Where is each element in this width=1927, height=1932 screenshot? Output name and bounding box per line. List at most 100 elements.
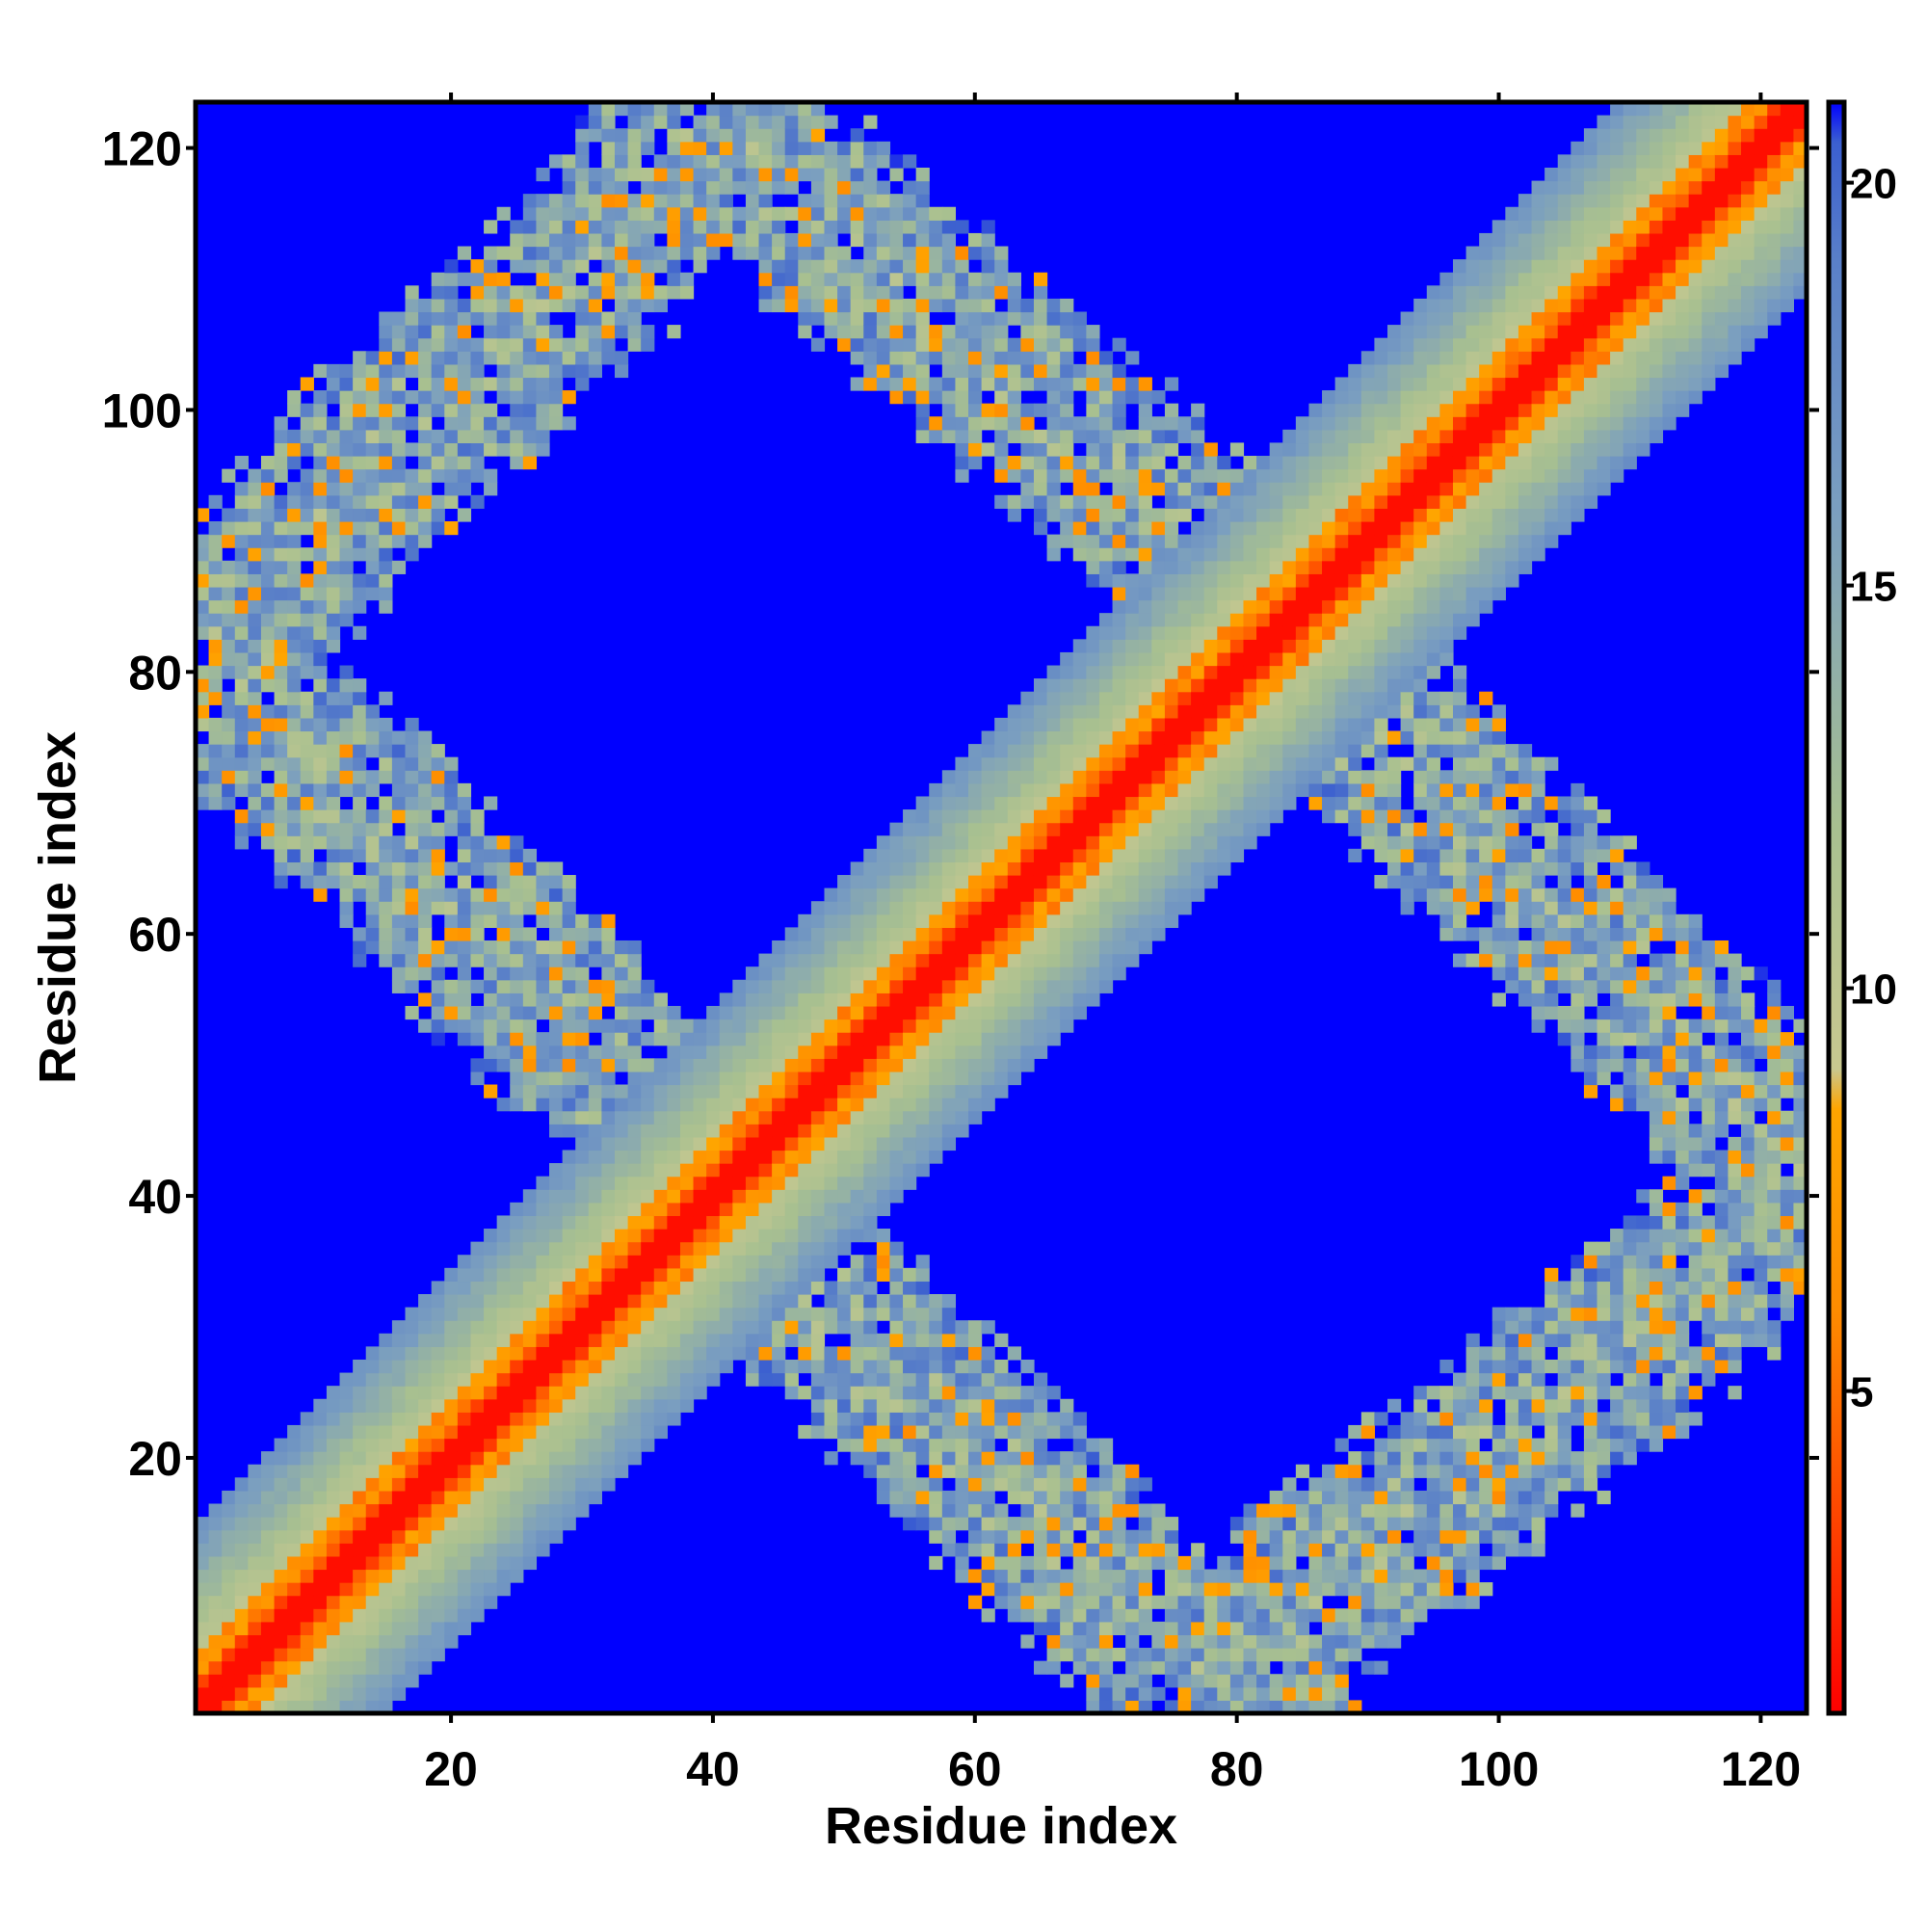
heatmap-cell <box>641 337 655 352</box>
heatmap-cell <box>562 901 576 915</box>
heatmap-cell <box>1191 482 1205 496</box>
heatmap-cell <box>1060 782 1074 798</box>
heatmap-cell <box>1020 311 1035 326</box>
heatmap-cell <box>405 351 419 365</box>
heatmap-cell <box>1151 573 1166 588</box>
heatmap-cell <box>614 141 629 155</box>
heatmap-cell <box>653 102 668 117</box>
heatmap-cell <box>929 1005 943 1020</box>
heatmap-cell <box>248 756 262 771</box>
heatmap-cell <box>510 1438 524 1452</box>
heatmap-cell <box>1020 1019 1035 1033</box>
heatmap-cell <box>1295 613 1310 627</box>
heatmap-cell <box>274 717 288 732</box>
heatmap-cell <box>1112 704 1126 719</box>
heatmap-cell <box>522 1267 538 1283</box>
heatmap-cell <box>981 809 995 824</box>
heatmap-cell <box>391 809 407 824</box>
heatmap-cell <box>968 1569 983 1583</box>
heatmap-cell <box>1177 613 1192 627</box>
heatmap-cell <box>431 1648 445 1662</box>
heatmap-cell <box>196 1569 210 1583</box>
heatmap-cell <box>208 520 223 536</box>
heatmap-cell <box>955 1110 969 1125</box>
heatmap-cell <box>1282 573 1297 588</box>
heatmap-cell <box>431 835 445 850</box>
heatmap-cell <box>1046 966 1061 981</box>
heatmap-cell <box>522 1438 538 1452</box>
heatmap-cell <box>196 678 210 693</box>
heatmap-cell <box>522 966 538 981</box>
heatmap-cell <box>784 1241 799 1256</box>
heatmap-cell <box>941 822 957 836</box>
heatmap-cell <box>601 1372 616 1387</box>
heatmap-cell <box>614 1281 629 1295</box>
heatmap-cell <box>850 337 864 352</box>
heatmap-cell <box>484 1582 498 1597</box>
heatmap-cell <box>667 1098 681 1112</box>
heatmap-cell <box>745 992 760 1007</box>
heatmap-cell <box>732 979 747 993</box>
heatmap-cell <box>274 704 288 719</box>
heatmap-cell <box>260 625 276 640</box>
heatmap-cell <box>287 1634 302 1649</box>
heatmap-cell <box>431 508 445 522</box>
heatmap-cell <box>693 1267 707 1283</box>
heatmap-cell <box>1046 665 1061 679</box>
heatmap-cell <box>1282 1569 1297 1583</box>
heatmap-cell <box>641 1032 655 1046</box>
heatmap-cell <box>1060 442 1074 457</box>
heatmap-cell <box>941 887 957 902</box>
heatmap-cell <box>824 1255 838 1269</box>
heatmap-cell <box>536 1255 550 1269</box>
heatmap-cell <box>549 1045 564 1059</box>
heatmap-cell <box>772 285 786 300</box>
heatmap-cell <box>313 547 328 562</box>
heatmap-cell <box>313 494 328 509</box>
heatmap-cell <box>260 560 276 574</box>
heatmap-cell <box>248 809 262 824</box>
heatmap-cell <box>588 1398 602 1413</box>
heatmap-cell <box>1060 861 1074 876</box>
heatmap-cell <box>981 835 995 850</box>
heatmap-cell <box>1112 848 1126 863</box>
heatmap-cell <box>588 363 602 379</box>
heatmap-cell <box>391 940 407 955</box>
heatmap-cell <box>863 1359 878 1374</box>
heatmap-cell <box>470 337 485 352</box>
heatmap-cell <box>758 206 773 221</box>
heatmap-cell <box>562 1333 576 1347</box>
heatmap-cell <box>1177 756 1192 771</box>
heatmap-cell <box>903 835 917 850</box>
heatmap-cell <box>588 1438 602 1452</box>
heatmap-cell <box>431 1333 445 1347</box>
heatmap-cell <box>1020 1005 1035 1020</box>
heatmap-cell <box>614 298 629 313</box>
heatmap-cell <box>981 966 995 981</box>
heatmap-cell <box>1033 992 1048 1007</box>
heatmap-cell <box>1282 468 1297 483</box>
heatmap-cell <box>1086 887 1100 902</box>
heatmap-cell <box>745 141 760 155</box>
heatmap-cell <box>994 953 1009 967</box>
heatmap-cell <box>981 1084 995 1098</box>
heatmap-cell <box>1125 1490 1140 1505</box>
heatmap-cell <box>784 141 799 155</box>
heatmap-cell <box>588 940 602 955</box>
heatmap-cell <box>536 887 550 902</box>
heatmap-cell <box>1177 835 1192 850</box>
heatmap-cell <box>929 1438 943 1452</box>
heatmap-cell <box>1164 429 1179 444</box>
heatmap-cell <box>1164 809 1179 824</box>
heatmap-cell <box>706 1215 721 1230</box>
heatmap-cell <box>575 246 590 260</box>
heatmap-cell <box>549 298 564 313</box>
heatmap-cell <box>915 206 930 221</box>
heatmap-cell <box>326 822 341 836</box>
heatmap-cell <box>1112 363 1126 379</box>
heatmap-cell <box>706 128 721 143</box>
heatmap-cell <box>1256 613 1271 627</box>
heatmap-cell <box>1164 730 1179 745</box>
heatmap-cell <box>706 1019 721 1033</box>
heatmap-cell <box>1046 351 1061 365</box>
